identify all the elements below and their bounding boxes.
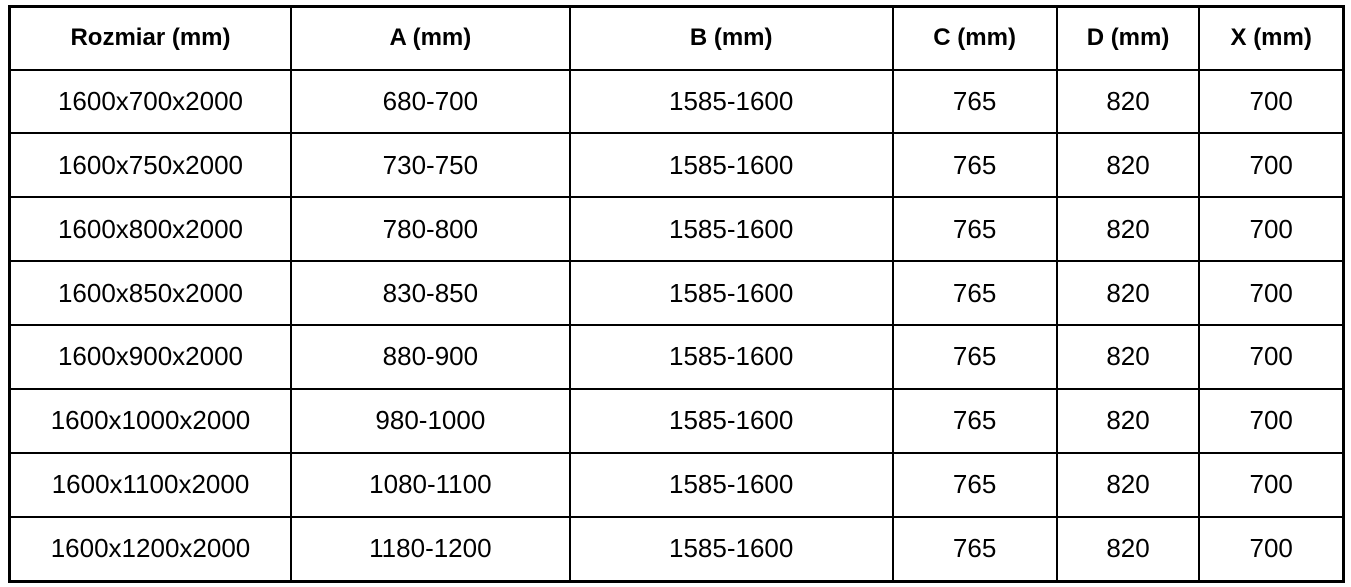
- cell-x: 700: [1198, 68, 1345, 135]
- cell-d: 820: [1055, 196, 1201, 263]
- cell-b: 1585-1600: [568, 451, 894, 518]
- column-header-a: A (mm): [289, 5, 571, 71]
- cell-x: 700: [1198, 196, 1345, 263]
- cell-d: 820: [1055, 451, 1201, 518]
- dimensions-table-container: Rozmiar (mm) A (mm) B (mm) C (mm) D (mm)…: [8, 5, 1345, 583]
- cell-b: 1585-1600: [568, 324, 894, 390]
- cell-a: 880-900: [289, 324, 571, 390]
- table-row: 1600x1100x2000 1080-1100 1585-1600 765 8…: [8, 451, 1345, 518]
- table-row: 1600x900x2000 880-900 1585-1600 765 820 …: [8, 324, 1345, 390]
- column-header-x: X (mm): [1198, 5, 1345, 71]
- table-row: 1600x850x2000 830-850 1585-1600 765 820 …: [8, 260, 1345, 326]
- table-row: 1600x750x2000 730-750 1585-1600 765 820 …: [8, 132, 1345, 199]
- cell-b: 1585-1600: [568, 132, 894, 199]
- dimensions-table: Rozmiar (mm) A (mm) B (mm) C (mm) D (mm)…: [8, 5, 1345, 583]
- cell-c: 765: [891, 132, 1058, 199]
- cell-c: 765: [891, 324, 1058, 390]
- cell-rozmiar: 1600x700x2000: [8, 68, 292, 135]
- cell-d: 820: [1055, 324, 1201, 390]
- cell-d: 820: [1055, 132, 1201, 199]
- cell-x: 700: [1198, 132, 1345, 199]
- cell-rozmiar: 1600x850x2000: [8, 260, 292, 326]
- column-header-d: D (mm): [1055, 5, 1201, 71]
- cell-d: 820: [1055, 260, 1201, 326]
- cell-a: 830-850: [289, 260, 571, 326]
- column-header-b: B (mm): [568, 5, 894, 71]
- column-header-rozmiar: Rozmiar (mm): [8, 5, 292, 71]
- table-header-row: Rozmiar (mm) A (mm) B (mm) C (mm) D (mm)…: [8, 5, 1345, 71]
- cell-x: 700: [1198, 451, 1345, 518]
- cell-x: 700: [1198, 260, 1345, 326]
- cell-a: 780-800: [289, 196, 571, 263]
- cell-d: 820: [1055, 387, 1201, 454]
- cell-c: 765: [891, 260, 1058, 326]
- cell-b: 1585-1600: [568, 260, 894, 326]
- cell-rozmiar: 1600x800x2000: [8, 196, 292, 263]
- cell-rozmiar: 1600x1200x2000: [8, 515, 292, 583]
- cell-c: 765: [891, 196, 1058, 263]
- cell-rozmiar: 1600x900x2000: [8, 324, 292, 390]
- cell-b: 1585-1600: [568, 196, 894, 263]
- table-row: 1600x1000x2000 980-1000 1585-1600 765 82…: [8, 387, 1345, 454]
- cell-c: 765: [891, 68, 1058, 135]
- cell-a: 1080-1100: [289, 451, 571, 518]
- cell-a: 980-1000: [289, 387, 571, 454]
- cell-x: 700: [1198, 387, 1345, 454]
- cell-b: 1585-1600: [568, 515, 894, 583]
- cell-b: 1585-1600: [568, 68, 894, 135]
- cell-c: 765: [891, 387, 1058, 454]
- cell-rozmiar: 1600x1100x2000: [8, 451, 292, 518]
- table-row: 1600x800x2000 780-800 1585-1600 765 820 …: [8, 196, 1345, 263]
- cell-x: 700: [1198, 324, 1345, 390]
- cell-a: 730-750: [289, 132, 571, 199]
- cell-rozmiar: 1600x750x2000: [8, 132, 292, 199]
- cell-a: 1180-1200: [289, 515, 571, 583]
- table-row: 1600x1200x2000 1180-1200 1585-1600 765 8…: [8, 515, 1345, 583]
- cell-d: 820: [1055, 68, 1201, 135]
- cell-c: 765: [891, 515, 1058, 583]
- cell-d: 820: [1055, 515, 1201, 583]
- cell-c: 765: [891, 451, 1058, 518]
- table-row: 1600x700x2000 680-700 1585-1600 765 820 …: [8, 68, 1345, 135]
- cell-rozmiar: 1600x1000x2000: [8, 387, 292, 454]
- cell-x: 700: [1198, 515, 1345, 583]
- column-header-c: C (mm): [891, 5, 1058, 71]
- cell-b: 1585-1600: [568, 387, 894, 454]
- cell-a: 680-700: [289, 68, 571, 135]
